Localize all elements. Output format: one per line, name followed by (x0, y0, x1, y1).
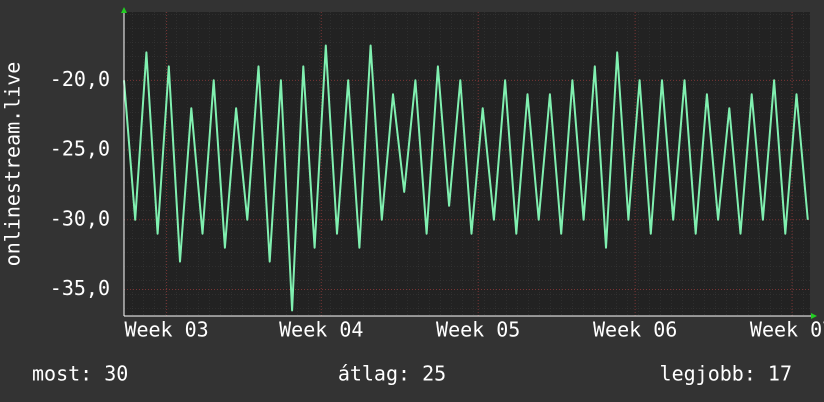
plot (123, 44, 809, 312)
x-arrow (811, 313, 817, 319)
y-axis-title: onlinestream.live (1, 62, 25, 267)
x-tick-label: Week 07 (750, 318, 824, 342)
x-tick-label: Week 03 (124, 318, 208, 342)
stat-max: legjobb: 17 (660, 362, 792, 386)
x-tick-label: Week 06 (593, 318, 677, 342)
grid (124, 12, 810, 316)
y-tick-label: -35,0 (50, 276, 110, 300)
stat-current: most: 30 (32, 362, 128, 386)
stat-average: átlag: 25 (338, 362, 446, 386)
x-tick-label: Week 04 (279, 318, 363, 342)
y-arrow (121, 7, 127, 13)
y-tick-label: -20,0 (50, 67, 110, 91)
x-tick-label: Week 05 (436, 318, 520, 342)
y-tick-label: -25,0 (50, 137, 110, 161)
series-line (123, 44, 809, 312)
y-tick-label: -30,0 (50, 206, 110, 230)
